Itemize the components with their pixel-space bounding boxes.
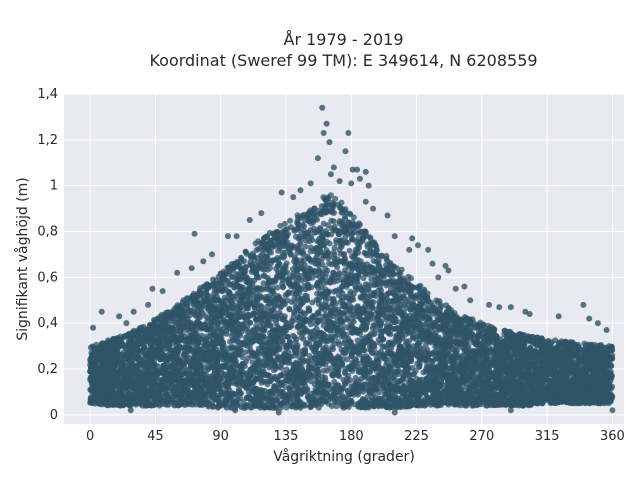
data-point	[368, 252, 375, 259]
chart-subtitle: Koordinat (Sweref 99 TM): E 349614, N 62…	[149, 51, 537, 70]
data-point	[326, 365, 333, 372]
data-point	[335, 338, 342, 345]
data-point	[307, 227, 314, 234]
data-point	[236, 369, 243, 376]
data-point	[288, 317, 295, 324]
data-point	[246, 319, 253, 326]
data-point	[367, 248, 374, 255]
data-point	[395, 271, 402, 278]
data-point	[320, 220, 327, 227]
data-point	[342, 338, 349, 345]
data-point	[434, 299, 441, 306]
data-point	[316, 225, 323, 231]
data-point	[581, 340, 588, 347]
data-point	[344, 356, 351, 363]
data-point	[120, 342, 127, 349]
data-point	[398, 266, 405, 273]
data-point	[350, 214, 357, 221]
data-point	[408, 275, 414, 282]
data-point	[410, 371, 417, 378]
data-point	[238, 255, 245, 262]
data-point	[309, 299, 316, 306]
data-point	[208, 320, 215, 327]
data-point	[326, 240, 333, 247]
data-point	[355, 236, 362, 243]
data-point	[472, 356, 478, 363]
data-points	[87, 104, 616, 416]
data-point	[328, 231, 335, 238]
data-point	[364, 394, 371, 400]
data-point	[382, 375, 389, 382]
data-point	[274, 284, 281, 291]
data-point	[260, 280, 267, 287]
data-point	[242, 349, 249, 356]
data-point	[282, 243, 289, 250]
data-point	[383, 252, 390, 259]
chart-title: År 1979 - 2019	[284, 30, 404, 49]
data-point	[347, 321, 354, 328]
data-point	[346, 247, 353, 254]
data-point	[259, 266, 266, 273]
